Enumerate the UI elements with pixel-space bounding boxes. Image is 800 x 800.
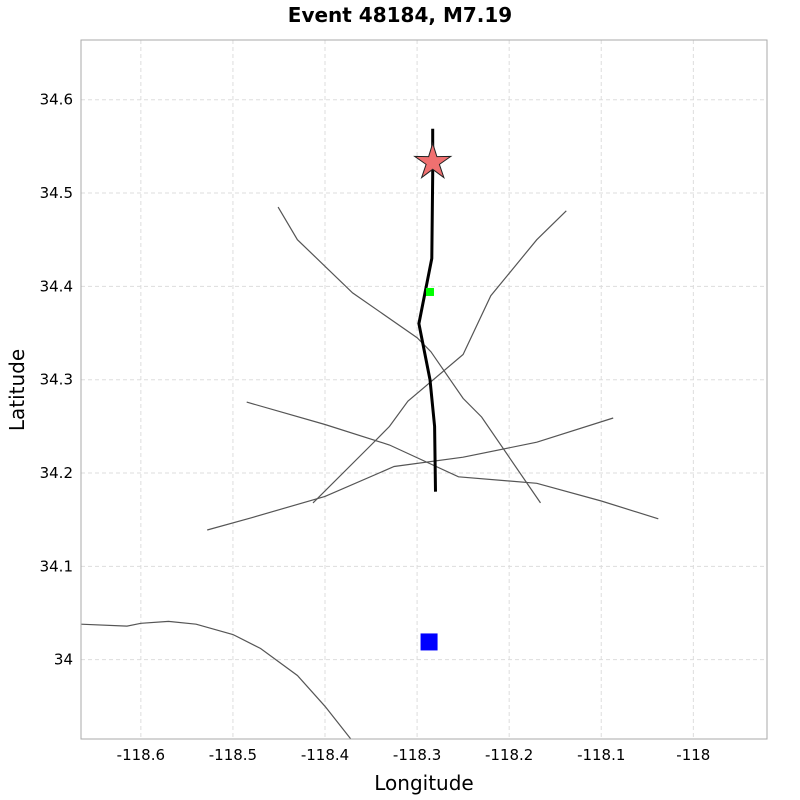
fault-line: [312, 210, 567, 504]
x-tick-label: -118.4: [301, 746, 349, 764]
x-axis-label: Longitude: [374, 771, 473, 795]
station-marker: [420, 633, 438, 651]
y-tick-label: 34.6: [40, 91, 73, 109]
chart-title: Event 48184, M7.19: [288, 3, 512, 27]
tick-labels: -118.6 -118.5 -118.4 -118.3 -118.2 -118.1 -118…: [40, 91, 711, 764]
y-tick-label: 34.2: [40, 464, 73, 482]
station-marker: [425, 287, 434, 296]
y-tick-label: 34.4: [40, 277, 73, 295]
y-axis-label: Latitude: [5, 349, 29, 431]
y-tick-label: 34: [54, 651, 73, 669]
fault-line: [207, 417, 614, 531]
background-lines: [81, 206, 659, 739]
x-tick-label: -118.6: [117, 746, 165, 764]
x-tick-label: -118.2: [485, 746, 533, 764]
y-tick-label: 34.5: [40, 184, 73, 202]
y-tick-label: 34.3: [40, 371, 73, 389]
y-tick-label: 34.1: [40, 557, 73, 575]
x-tick-label: -118.5: [209, 746, 257, 764]
fault-line: [246, 401, 659, 520]
rupture-line: [417, 128, 437, 492]
grid: [81, 40, 767, 739]
markers: [413, 141, 453, 651]
x-tick-label: -118.1: [577, 746, 625, 764]
x-tick-label: -118: [676, 746, 710, 764]
x-tick-label: -118.3: [393, 746, 441, 764]
fault-line: [81, 620, 352, 739]
epicenter-star: [413, 141, 453, 179]
plot-frame: [80, 39, 768, 740]
rupture-trace: [417, 128, 437, 492]
